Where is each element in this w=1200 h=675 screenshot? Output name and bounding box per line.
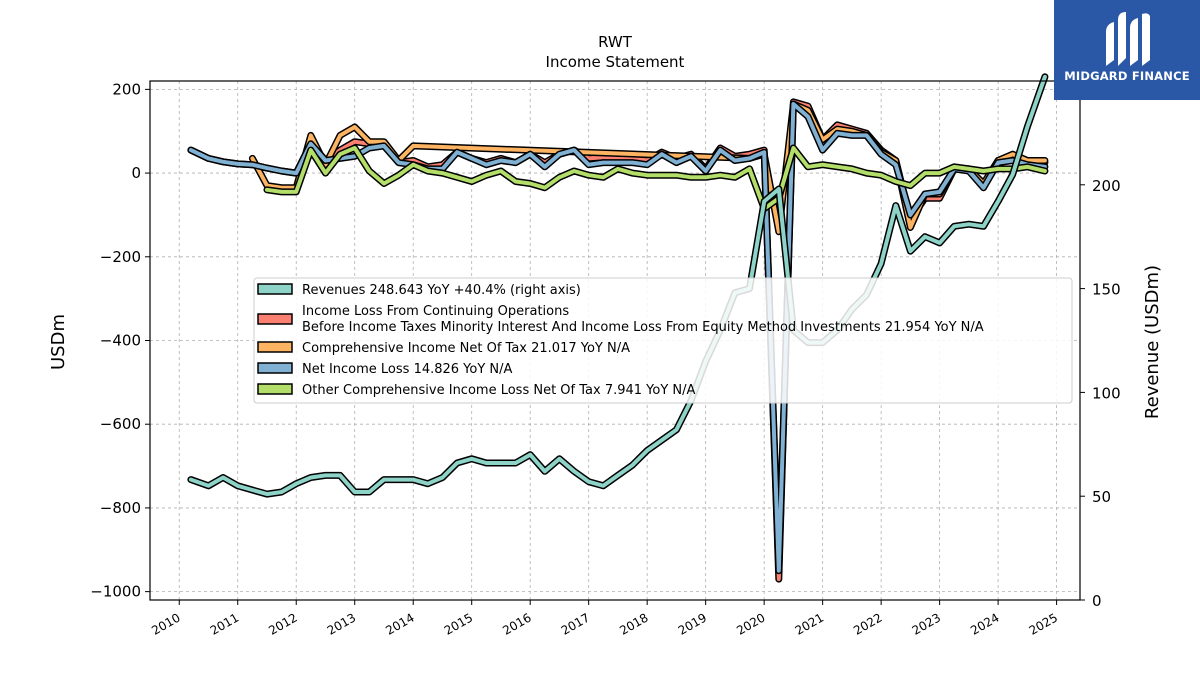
x-axis: 2010 2011 2012 2013 2014 2015 2016 2017 2018 2019… — [149, 600, 1060, 638]
y-right-tick-label: 50 — [1092, 488, 1111, 506]
series-line — [265, 146, 1047, 211]
x-tick-label: 2021 — [793, 610, 826, 637]
legend-swatch — [257, 313, 293, 325]
y-right-tick-label: 150 — [1092, 281, 1121, 299]
y-tick-label: −1000 — [90, 583, 141, 601]
x-tick-label: 2017 — [559, 610, 592, 637]
x-tick-label: 2020 — [734, 610, 767, 637]
y-tick-label: −800 — [100, 499, 141, 517]
y-axis-label: USDm — [48, 314, 69, 370]
y-tick-label: −200 — [100, 248, 141, 266]
legend-label: Income Loss From Continuing Operations — [302, 304, 569, 319]
x-tick-label: 2010 — [149, 610, 182, 637]
y-right-tick-label: 200 — [1092, 177, 1121, 195]
legend-swatch — [257, 362, 293, 374]
x-tick-label: 2024 — [968, 610, 1001, 637]
logo-mark-icon — [1106, 12, 1150, 67]
legend-swatch — [257, 383, 293, 395]
legend-label: Net Income Loss 14.826 YoY N/A — [302, 362, 513, 377]
legend: Revenues 248.643 YoY +40.4% (right axis)… — [253, 277, 1073, 404]
series-lines — [187, 73, 1049, 583]
y-tick-label: 0 — [131, 164, 141, 182]
x-tick-label: 2016 — [500, 610, 533, 637]
y-axis-right: 050100150200250 — [1080, 73, 1121, 610]
legend-label: Comprehensive Income Net Of Tax 21.017 Y… — [302, 341, 630, 356]
y-tick-label: −400 — [100, 332, 141, 350]
chart-title: RWT — [598, 33, 633, 51]
x-tick-label: 2011 — [208, 610, 241, 637]
x-tick-label: 2014 — [383, 610, 416, 637]
x-tick-label: 2012 — [266, 610, 299, 637]
y-tick-label: 200 — [112, 80, 141, 98]
y-axis-right-label: Revenue (USDm) — [1142, 265, 1163, 419]
legend-label: Revenues 248.643 YoY +40.4% (right axis) — [302, 283, 581, 298]
logo-text: MIDGARD FINANCE — [1064, 69, 1190, 83]
x-tick-label: 2025 — [1027, 610, 1060, 637]
legend-label: Other Comprehensive Income Loss Net Of T… — [302, 383, 696, 398]
y-right-tick-label: 0 — [1092, 592, 1102, 610]
legend-label: Before Income Taxes Minority Interest An… — [302, 320, 984, 335]
x-tick-label: 2023 — [910, 610, 943, 637]
x-tick-label: 2019 — [676, 610, 709, 637]
midgard-finance-logo: MIDGARD FINANCE — [1054, 0, 1200, 100]
legend-swatch — [257, 341, 293, 353]
y-axis-left: 200 0 −200 −400 −600 −800 −1000 — [90, 80, 150, 601]
legend-swatch — [257, 283, 293, 295]
y-right-tick-label: 100 — [1092, 384, 1121, 402]
legend-box — [253, 277, 1073, 404]
x-tick-label: 2015 — [442, 610, 475, 637]
x-tick-label: 2022 — [851, 610, 884, 637]
x-tick-label: 2013 — [325, 610, 358, 637]
series-line — [188, 74, 1047, 497]
chart-subtitle: Income Statement — [546, 53, 685, 71]
x-tick-label: 2018 — [617, 610, 650, 637]
y-tick-label: −600 — [100, 415, 141, 433]
